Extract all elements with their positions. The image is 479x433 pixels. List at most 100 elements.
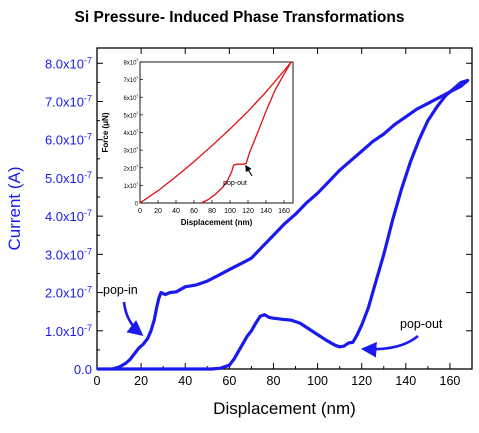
series-2-point — [466, 79, 469, 82]
inset-frame — [139, 61, 294, 204]
series-2-point — [366, 306, 370, 310]
series-1-point — [141, 342, 145, 346]
inset-x-tick-label: 100 — [224, 208, 236, 215]
series-2-point — [373, 283, 377, 287]
series-2-point — [400, 188, 403, 191]
y-tick-label: 2.0x10-7 — [45, 285, 92, 301]
y-tick-label: 3.0x10-7 — [45, 246, 92, 262]
inset-y-tick-label: 2x10³ — [123, 164, 138, 173]
series-2-point — [355, 333, 359, 336]
main-plot-frame — [96, 47, 473, 370]
x-tick-label: 60 — [222, 374, 236, 388]
series-1-point — [155, 306, 159, 310]
series-1-point — [327, 180, 330, 184]
x-tick-label: 40 — [178, 374, 192, 388]
series-2-point — [241, 342, 245, 346]
series-1-point — [261, 245, 264, 249]
series-1-point — [124, 361, 128, 365]
series-1-point — [175, 290, 178, 294]
series-2-point — [351, 340, 355, 344]
x-tick-label: 0 — [94, 374, 101, 388]
series-1-point — [149, 329, 153, 333]
series-1-point — [349, 159, 353, 163]
series-1-point — [228, 268, 231, 271]
series-2-point — [263, 313, 266, 317]
series-2-point — [408, 161, 412, 165]
inset-y-axis-title: Force (μN) — [101, 112, 110, 152]
series-2-point — [307, 327, 311, 331]
x-tick-label: 20 — [134, 374, 148, 388]
inset-y-tick-label: 1x10³ — [123, 181, 138, 190]
inset-pop-out-arrow — [245, 164, 253, 177]
series-1-point — [157, 296, 161, 300]
annotation-pop-out: pop-out — [400, 317, 443, 331]
inset-x-tick-label: 120 — [242, 208, 254, 215]
series-1-point — [205, 279, 209, 283]
series-1-point — [250, 256, 253, 260]
inset-x-tick-label: 60 — [190, 208, 198, 215]
series-1-point — [316, 191, 319, 195]
pop-out-arrow — [360, 334, 419, 358]
series-2-point — [272, 316, 275, 320]
series-2-point — [347, 341, 350, 345]
y-tick-label: 5.0x10-7 — [45, 170, 92, 186]
pop-in-arrow — [122, 301, 144, 336]
series-2-point — [417, 138, 421, 142]
series-2-point — [250, 329, 253, 333]
y-tick-label: 4.0x10-7 — [45, 208, 92, 224]
series-2-point — [298, 321, 302, 325]
series-1-point — [164, 293, 167, 296]
series-2-point — [232, 358, 236, 361]
y-tick-label: 8.0x10-7 — [45, 55, 92, 71]
y-tick-label: 6.0x10-7 — [45, 132, 92, 148]
inset-annotation-pop-out: pop-out — [223, 180, 247, 187]
inset-y-tick-label: 6x10³ — [123, 93, 138, 102]
series-1-point — [305, 201, 308, 205]
series-1-point — [272, 233, 275, 237]
series-1-point — [338, 168, 341, 172]
series-2-point — [459, 81, 463, 84]
series-2-point — [258, 314, 262, 318]
series-2-point — [435, 105, 439, 109]
inset-y-tick-label: 0 — [135, 202, 139, 208]
x-tick-label: 160 — [440, 374, 461, 388]
series-2-point — [325, 338, 328, 342]
y-tick-label: 7.0x10-7 — [45, 94, 92, 110]
series-1-point — [294, 212, 297, 216]
inset-x-tick-label: 80 — [208, 208, 216, 215]
annotation-pop-in: pop-in — [103, 283, 138, 297]
x-tick-label: 140 — [395, 374, 416, 388]
series-2-point — [426, 119, 430, 122]
series-2-point — [236, 350, 240, 354]
series-1-point — [239, 262, 242, 266]
series-2-point — [444, 94, 447, 98]
series-1-point — [437, 96, 441, 100]
series-2-point — [280, 317, 284, 321]
chart-title: Si Pressure- Induced Phase Transformatio… — [74, 9, 405, 26]
series-2-point — [333, 343, 337, 347]
inset-series-1-line — [139, 61, 292, 204]
inset-x-tick-label: 160 — [278, 208, 290, 215]
series-1-point — [168, 291, 172, 294]
series-2-point — [342, 344, 346, 348]
y-tick-label: 0.0 — [74, 362, 92, 377]
inset-y-tick-label: 5x10³ — [123, 111, 138, 120]
inset-y-tick-label: 3x10³ — [123, 146, 138, 155]
x-axis-title: Displacement (nm) — [213, 399, 356, 418]
series-2-point — [382, 253, 386, 256]
series-1-point — [216, 274, 220, 277]
series-1-point — [153, 317, 156, 321]
inset-y-tick-label: 7x10³ — [123, 76, 138, 85]
series-1-point — [459, 84, 463, 88]
y-axis-title: Current (A) — [5, 166, 24, 250]
inset-x-axis-title: Displacement (nm) — [181, 218, 253, 227]
series-2-point — [219, 366, 222, 370]
series-2-point — [267, 316, 271, 319]
series-2-point — [316, 333, 319, 336]
inset-x-tick-label: 20 — [154, 208, 162, 215]
series-2-point — [245, 335, 249, 338]
series-1-point — [382, 132, 386, 136]
series-2-point — [338, 345, 341, 349]
main-plot: 0 20 40 60 80 100 120 140 160 0.0 1.0x10-7 2.0x10-7… — [5, 47, 473, 418]
